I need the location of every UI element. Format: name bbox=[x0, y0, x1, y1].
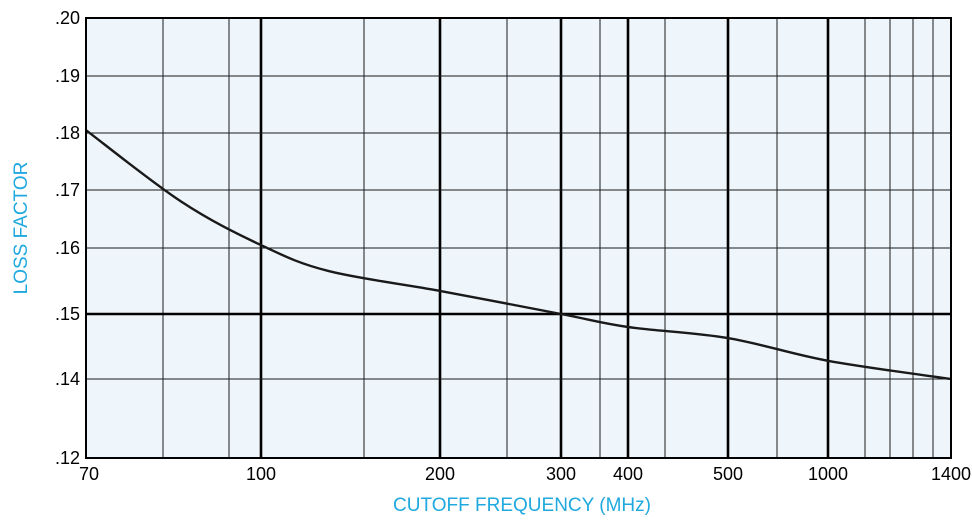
plot-frame bbox=[85, 17, 952, 459]
y-tick-label: .20 bbox=[55, 8, 80, 28]
x-tick-label: 1400 bbox=[931, 464, 971, 484]
x-tick-label: 500 bbox=[713, 464, 743, 484]
x-tick-label: 200 bbox=[425, 464, 455, 484]
grid bbox=[86, 18, 951, 458]
y-tick-label: .16 bbox=[55, 238, 80, 258]
y-tick-label: .12 bbox=[55, 448, 80, 468]
y-axis-label: LOSS FACTOR bbox=[11, 162, 32, 295]
x-tick-label: 100 bbox=[246, 464, 276, 484]
y-tick-label: .18 bbox=[55, 123, 80, 143]
x-tick-labels: 70 100 200 300 400 500 1000 1400 bbox=[79, 464, 971, 484]
y-tick-label: .19 bbox=[55, 66, 80, 86]
loss-factor-curve bbox=[85, 129, 952, 381]
y-tick-label: .15 bbox=[55, 304, 80, 324]
series-layer bbox=[85, 129, 952, 381]
y-tick-label: .14 bbox=[55, 369, 80, 389]
x-tick-label: 1000 bbox=[808, 464, 848, 484]
x-tick-label: 70 bbox=[79, 464, 99, 484]
y-tick-label: .17 bbox=[55, 180, 80, 200]
y-tick-labels: .12 .14 .15 .16 .17 .18 .19 .20 bbox=[55, 8, 80, 468]
x-tick-label: 400 bbox=[613, 464, 643, 484]
plot-area bbox=[86, 18, 951, 458]
x-tick-label: 300 bbox=[546, 464, 576, 484]
x-axis-label: CUTOFF FREQUENCY (MHz) bbox=[393, 495, 651, 516]
